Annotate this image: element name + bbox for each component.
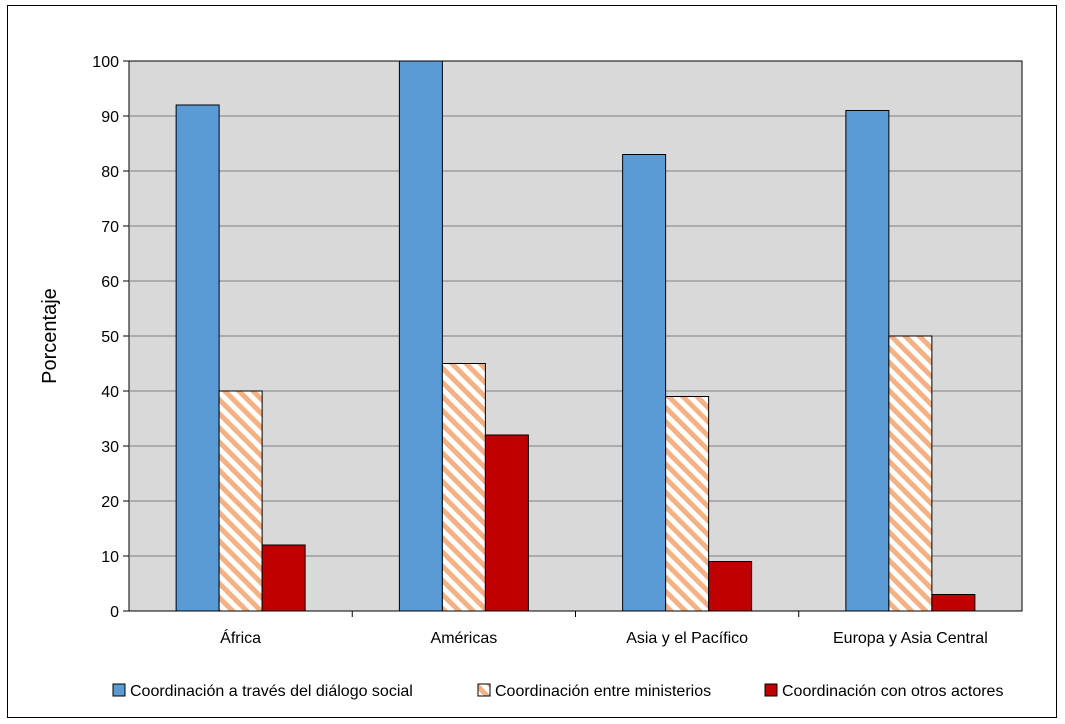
y-tick-label: 70: [101, 219, 119, 236]
bar-2: [665, 396, 710, 612]
y-tick-label: 30: [101, 439, 119, 456]
bar-1: [175, 104, 220, 612]
y-axis-ticks: 0 10 20 30 40 50 60 70 80 90 100: [92, 54, 129, 621]
bar-2: [441, 363, 486, 612]
legend-swatch: [112, 683, 126, 697]
x-tick-label: Américas: [431, 630, 498, 647]
y-tick-label: 100: [92, 54, 119, 71]
bar-2: [218, 390, 263, 612]
bar-1: [398, 60, 443, 612]
y-tick-label: 50: [101, 329, 119, 346]
y-tick-label: 0: [110, 604, 119, 621]
bar-1: [622, 154, 667, 612]
y-tick-label: 80: [101, 164, 119, 181]
y-tick-label: 60: [101, 274, 119, 291]
bars: [175, 60, 976, 612]
bar-3: [708, 561, 753, 612]
y-tick-label: 90: [101, 109, 119, 126]
x-axis-ticks: África Américas Asia y el Pacífico Europa y…: [220, 611, 988, 647]
bar-1: [845, 110, 890, 612]
legend-swatch: [477, 683, 491, 697]
bar-3: [484, 434, 529, 612]
y-tick-label: 10: [101, 549, 119, 566]
bar-3: [931, 594, 976, 612]
bar-2: [888, 335, 933, 612]
legend-label: Coordinación entre ministerios: [495, 683, 711, 700]
x-tick-label: África: [220, 628, 261, 647]
y-axis-label: Porcentaje: [39, 288, 61, 384]
x-tick-label: Europa y Asia Central: [833, 630, 988, 647]
legend-swatch: [764, 683, 778, 697]
x-tick-label: Asia y el Pacífico: [626, 630, 748, 647]
bar-3: [261, 544, 306, 612]
y-tick-label: 20: [101, 494, 119, 511]
y-tick-label: 40: [101, 384, 119, 401]
legend-label: Coordinación con otros actores: [782, 683, 1003, 700]
legend-label: Coordinación a través del diálogo social: [130, 683, 413, 700]
legend: Coordinación a través del diálogo social…: [112, 683, 1003, 700]
